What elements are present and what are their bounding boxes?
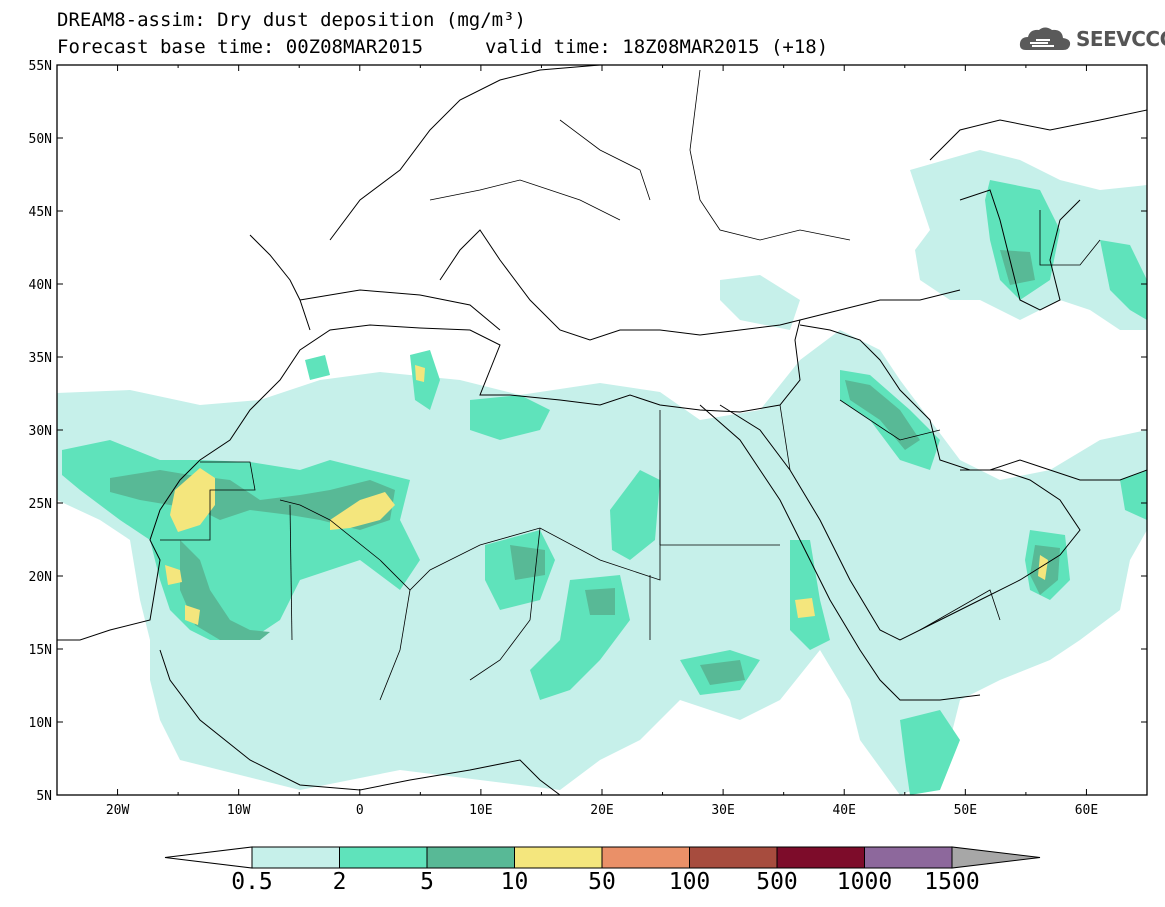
yellowdust-patch [185, 605, 200, 625]
lat-tick-label: 40N [29, 278, 52, 293]
colorbar-swatch [601, 846, 690, 869]
cloud-logo-icon [1019, 27, 1071, 50]
lat-tick-label: 35N [29, 351, 52, 366]
lon-tick-label: 10E [469, 803, 492, 818]
colorbar-level-label: 1000 [837, 869, 892, 895]
colorbar-level-label: 5 [420, 869, 434, 895]
border-segment [379, 589, 411, 701]
meddust-patch [900, 710, 960, 795]
yellowdust-patch [795, 598, 815, 618]
lon-tick-label: 20E [590, 803, 613, 818]
yellowdust-patch [415, 365, 425, 382]
latitude-labels: 55N 50N 45N 40N 35N 30N 25N 20N 15N 10N 5N [29, 59, 52, 804]
coastline-segment [959, 189, 1081, 311]
coastline-segment [57, 319, 801, 641]
colorbar-swatch [776, 846, 865, 869]
border-segment [689, 69, 851, 241]
border-segment [919, 589, 1001, 631]
lon-tick-label: 60E [1075, 803, 1098, 818]
map-title: DREAM8-assim: Dry dust deposition (mg/m³… [57, 9, 526, 31]
border-segment [779, 404, 791, 471]
coastline-segment [719, 324, 1081, 641]
meddust-patch [1120, 470, 1147, 520]
lat-tick-label: 45N [29, 205, 52, 220]
yellowdust-patch [165, 565, 182, 585]
meddust-patch [790, 540, 830, 650]
coastline-segment [439, 229, 961, 341]
yellowdust-patch [1038, 555, 1048, 580]
border-segment [559, 119, 651, 201]
colorbar-swatch [689, 846, 778, 869]
colorbar-level-label: 10 [501, 869, 529, 895]
meddust-patch [610, 470, 660, 560]
lat-tick-label: 10N [29, 716, 52, 731]
colorbar-level-label: 100 [669, 869, 711, 895]
darkdust-patch [585, 588, 615, 615]
colorbar-swatch [864, 846, 953, 869]
dust-field [57, 65, 1147, 795]
colorbar-level-label: 0.5 [231, 869, 273, 895]
forecast-base-time: Forecast base time: 00Z08MAR2015 [57, 36, 424, 58]
lat-tick-label: 50N [29, 132, 52, 147]
coastline-segment [249, 234, 311, 331]
darkdust-patch [510, 545, 545, 580]
lat-tick-label: 20N [29, 570, 52, 585]
darkdust-patch [700, 660, 745, 685]
lon-tick-label: 20W [106, 803, 130, 818]
longitude-labels: 20W 10W 0 10E 20E 30E 40E 50E 60E [106, 803, 1098, 818]
meddust-patch [305, 355, 330, 380]
darkdust-patch [1000, 250, 1035, 285]
darkdust-patch [180, 540, 270, 640]
meddust-patch [985, 180, 1060, 300]
colorbar-level-label: 1500 [924, 869, 979, 895]
lat-tick-label: 25N [29, 497, 52, 512]
meddust-patch [410, 350, 440, 410]
colorbar-level-label: 50 [588, 869, 616, 895]
seevccc-logo: SEEVCCC [1018, 24, 1165, 54]
yellowdust-patch [170, 468, 215, 532]
coastline-segment [929, 109, 1147, 161]
colorbar-swatch [514, 846, 603, 869]
coastline-segment [299, 289, 501, 331]
lat-tick-label: 15N [29, 643, 52, 658]
border-segment [1039, 210, 1101, 266]
valid-time: valid time: 18Z08MAR2015 (+18) [485, 36, 829, 58]
country-borders [160, 69, 1101, 701]
colorbar-under-triangle [164, 846, 253, 869]
lat-tick-label: 5N [36, 789, 52, 804]
lightdust-patch [57, 330, 1147, 795]
coastline-segment [960, 459, 1147, 481]
colorbar-swatch [339, 846, 428, 869]
colorbar-swatch [426, 846, 515, 869]
border-segment [289, 504, 293, 641]
colorbar-over-triangle [951, 846, 1041, 869]
meddust-patch [470, 395, 550, 440]
lon-tick-label: 10W [227, 803, 251, 818]
border-segment [469, 527, 541, 681]
coastline-segment [329, 65, 601, 241]
darkdust-patch [845, 380, 920, 450]
lon-tick-label: 40E [832, 803, 855, 818]
axis-ticks [56, 64, 1148, 796]
lat-tick-label: 55N [29, 59, 52, 74]
border-segment [839, 399, 941, 441]
border-segment [279, 470, 661, 591]
colorbar-level-label: 500 [756, 869, 798, 895]
meddust-patch [1100, 240, 1147, 320]
lightdust-patch [720, 275, 800, 330]
lon-tick-label: 50E [954, 803, 977, 818]
coastline-segment [699, 404, 981, 701]
lon-tick-label: 30E [711, 803, 734, 818]
colorbar-level-label: 2 [333, 869, 347, 895]
lon-tick-label: 0 [356, 803, 364, 818]
border-segment [160, 461, 256, 541]
colorbar: 0.5 2 5 10 50 100 500 1000 1500 [164, 846, 1041, 895]
yellowdust-patch [330, 492, 395, 530]
lat-tick-label: 30N [29, 424, 52, 439]
colorbar-swatch [251, 846, 340, 869]
border-segment [429, 179, 621, 221]
logo-text: SEEVCCC [1076, 27, 1165, 51]
dust-band-10-50 [165, 365, 1048, 625]
